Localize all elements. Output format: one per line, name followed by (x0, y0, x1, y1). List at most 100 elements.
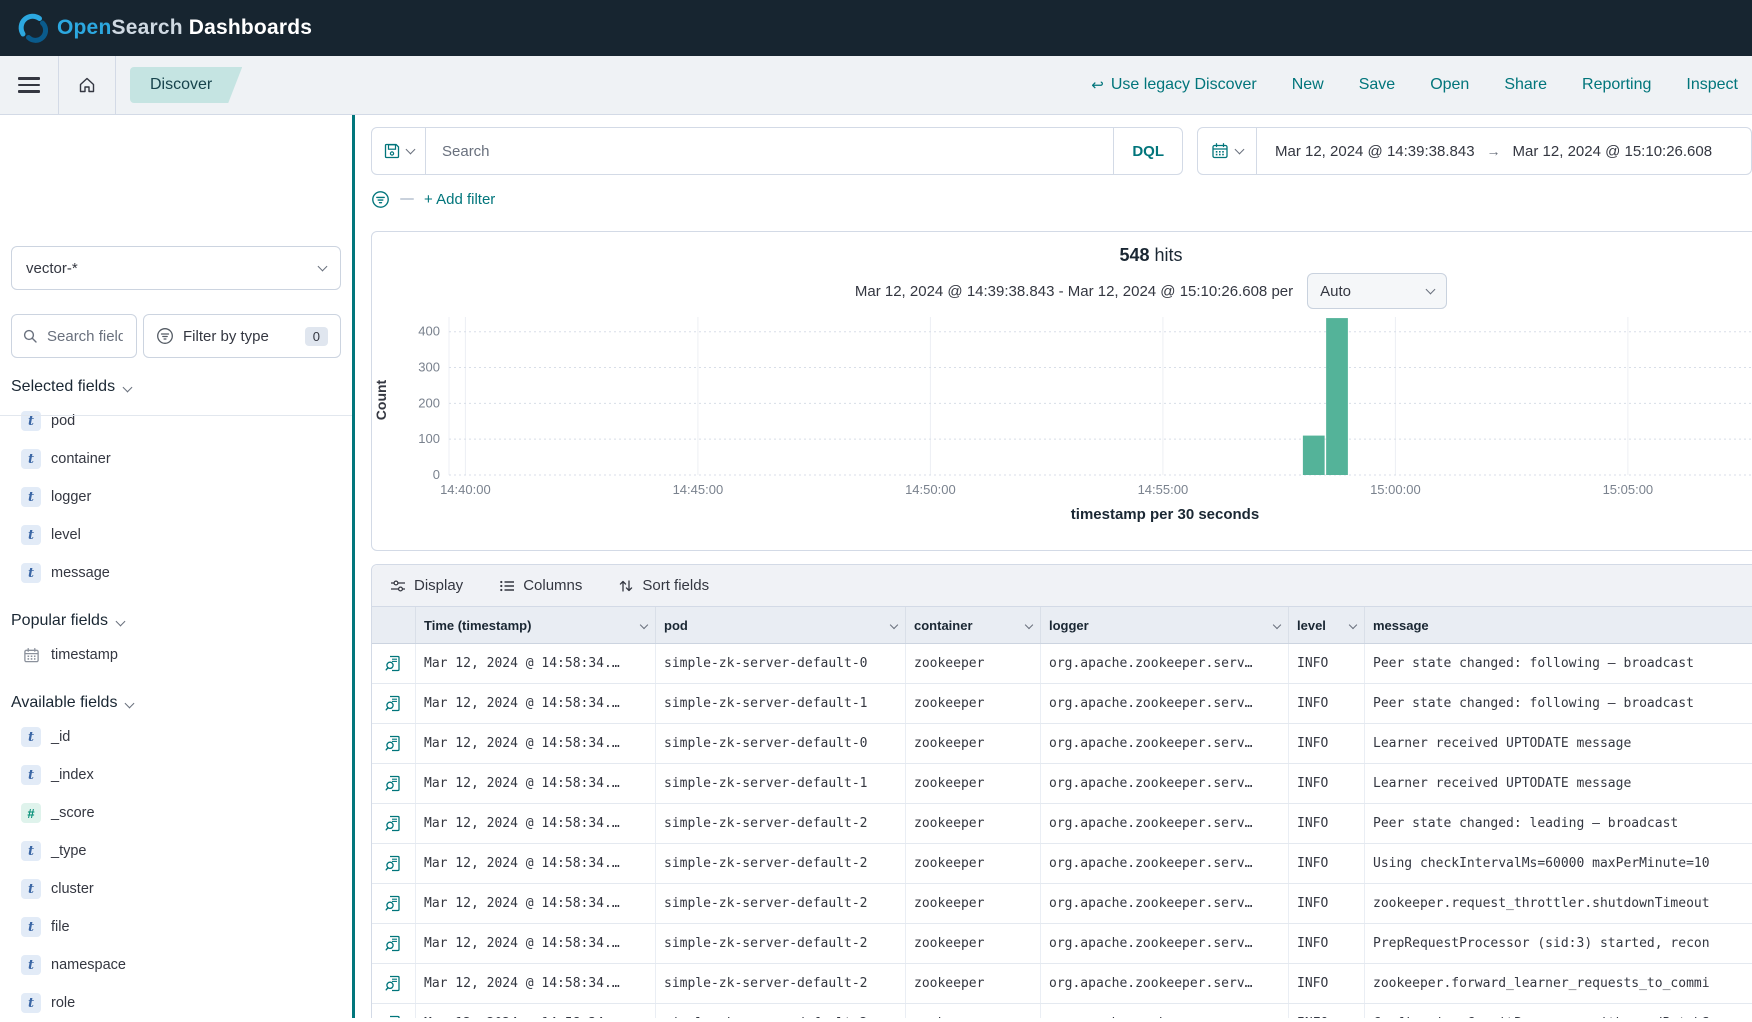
text-field-icon: t (21, 563, 41, 583)
cell-message: Using checkIntervalMs=60000 maxPerMinute… (1365, 844, 1752, 883)
field-item-type[interactable]: t_type (11, 832, 341, 870)
expand-document-button[interactable] (383, 773, 404, 794)
chevron-down-icon (1025, 621, 1033, 629)
field-item-pod[interactable]: tpod (11, 402, 341, 440)
toolbar-columns-button[interactable]: Columns (499, 577, 582, 594)
nav-action-new[interactable]: New (1292, 76, 1324, 94)
opensearch-logo: OpenSearchDashboards (18, 13, 312, 43)
field-list-popular-fields: timestamp (11, 636, 341, 674)
cell-logger: org.apache.zookeeper.serv… (1041, 684, 1289, 723)
cell-container: zookeeper (906, 724, 1041, 763)
date-range-start[interactable]: Mar 12, 2024 @ 14:39:38.843 (1275, 143, 1475, 160)
histogram-chart[interactable]: 14:40:0014:45:0014:50:0014:55:0015:00:00… (372, 317, 1752, 522)
column-header-message[interactable]: message (1365, 607, 1752, 643)
expand-document-button[interactable] (383, 813, 404, 834)
menu-button[interactable] (0, 56, 58, 114)
filter-count-badge: 0 (305, 327, 328, 346)
pinned-filters-button[interactable] (371, 190, 390, 209)
query-language-button[interactable]: DQL (1113, 128, 1182, 174)
cell-level: INFO (1289, 924, 1365, 963)
nav-action-inspect[interactable]: Inspect (1686, 76, 1738, 94)
field-name: _type (51, 843, 86, 859)
column-header-level[interactable]: level (1289, 607, 1365, 643)
column-header-label: pod (664, 618, 688, 633)
field-section-label: Available fields (11, 694, 117, 712)
toolbar-button-label: Columns (523, 577, 582, 594)
cell-pod: simple-zk-server-default-0 (656, 724, 906, 763)
field-section-title-popular-fields[interactable]: Popular fields (11, 612, 341, 630)
expand-document-button[interactable] (383, 853, 404, 874)
column-header-container[interactable]: container (906, 607, 1041, 643)
index-pattern-select[interactable]: vector-* (11, 246, 341, 290)
undo-icon: ↩ (1091, 76, 1104, 94)
expand-document-button[interactable] (383, 893, 404, 914)
expand-document-button[interactable] (383, 1013, 404, 1018)
chart-y-axis-label: Count (373, 379, 389, 420)
calendar-field-icon (21, 645, 41, 665)
field-item-cluster[interactable]: tcluster (11, 870, 341, 908)
field-item-message[interactable]: tmessage (11, 554, 341, 592)
field-item-container[interactable]: tcontainer (11, 440, 341, 478)
cell-level: INFO (1289, 684, 1365, 723)
column-header-label: Time (timestamp) (424, 618, 531, 633)
expand-document-button[interactable] (383, 653, 404, 674)
field-list-selected-fields: tpodtcontainertloggertleveltmessage (11, 402, 341, 592)
field-list-available-fields: t_idt_index#_scoret_typetclustertfiletna… (11, 718, 341, 1022)
index-pattern-value: vector-* (26, 260, 78, 277)
toolbar-sort-fields-button[interactable]: Sort fields (618, 577, 709, 594)
table-toolbar: Display Columns Sort fields (372, 565, 1752, 607)
add-filter-button[interactable]: + Add filter (424, 191, 495, 208)
column-header-pod[interactable]: pod (656, 607, 906, 643)
icon-sort-icon (618, 578, 634, 594)
field-item-file[interactable]: tfile (11, 908, 341, 946)
toolbar-button-label: Display (414, 577, 463, 594)
saved-query-menu-button[interactable] (372, 128, 426, 174)
field-item-score[interactable]: #_score (11, 794, 341, 832)
column-header-label: container (914, 618, 973, 633)
main-content: DQL Mar 12, 2024 @ 14:39:38.843 (355, 115, 1752, 1018)
date-range-end[interactable]: Mar 12, 2024 @ 15:10:26.608 (1513, 143, 1713, 160)
search-input[interactable] (426, 143, 1113, 160)
toolbar-display-button[interactable]: Display (390, 577, 463, 594)
nav-action-open[interactable]: Open (1430, 76, 1469, 94)
date-quick-menu-button[interactable] (1198, 128, 1257, 174)
cell-pod: simple-zk-server-default-2 (656, 884, 906, 923)
field-section-title-available-fields[interactable]: Available fields (11, 694, 341, 712)
column-header-logger[interactable]: logger (1041, 607, 1289, 643)
filter-by-type-label: Filter by type (183, 328, 269, 345)
divider (0, 415, 352, 416)
expand-document-button[interactable] (383, 693, 404, 714)
cell-time: Mar 12, 2024 @ 14:58:34.… (416, 1004, 656, 1018)
filter-by-type-button[interactable]: Filter by type 0 (143, 314, 341, 358)
svg-text:14:50:00: 14:50:00 (905, 482, 956, 497)
interval-select[interactable]: Auto (1307, 273, 1447, 309)
breadcrumb-discover[interactable]: Discover (130, 67, 242, 103)
field-item-id[interactable]: t_id (11, 718, 341, 756)
nav-action-save[interactable]: Save (1359, 76, 1395, 94)
field-item-logger[interactable]: tlogger (11, 478, 341, 516)
column-header-time-timestamp[interactable]: Time (timestamp) (416, 607, 656, 643)
home-button[interactable] (59, 56, 115, 114)
field-name: _index (51, 767, 94, 783)
cell-time: Mar 12, 2024 @ 14:58:34.… (416, 804, 656, 843)
field-item-level[interactable]: tlevel (11, 516, 341, 554)
nav-action-reporting[interactable]: Reporting (1582, 76, 1651, 94)
field-item-timestamp[interactable]: timestamp (11, 636, 341, 674)
expand-cell (372, 804, 416, 843)
nav-action-share[interactable]: Share (1504, 76, 1547, 94)
field-section-title-selected-fields[interactable]: Selected fields (11, 378, 341, 396)
field-item-role[interactable]: trole (11, 984, 341, 1022)
field-search-input[interactable] (45, 327, 125, 346)
expand-document-button[interactable] (383, 933, 404, 954)
expand-cell (372, 884, 416, 923)
cell-level: INFO (1289, 644, 1365, 683)
nav-action-use-legacy-discover[interactable]: ↩Use legacy Discover (1091, 76, 1256, 94)
expand-document-button[interactable] (383, 973, 404, 994)
expand-document-button[interactable] (383, 733, 404, 754)
cell-message: Learner received UPTODATE message (1365, 724, 1752, 763)
expand-cell (372, 1004, 416, 1018)
text-field-icon: t (21, 955, 41, 975)
expand-cell (372, 764, 416, 803)
field-item-namespace[interactable]: tnamespace (11, 946, 341, 984)
field-item-index[interactable]: t_index (11, 756, 341, 794)
